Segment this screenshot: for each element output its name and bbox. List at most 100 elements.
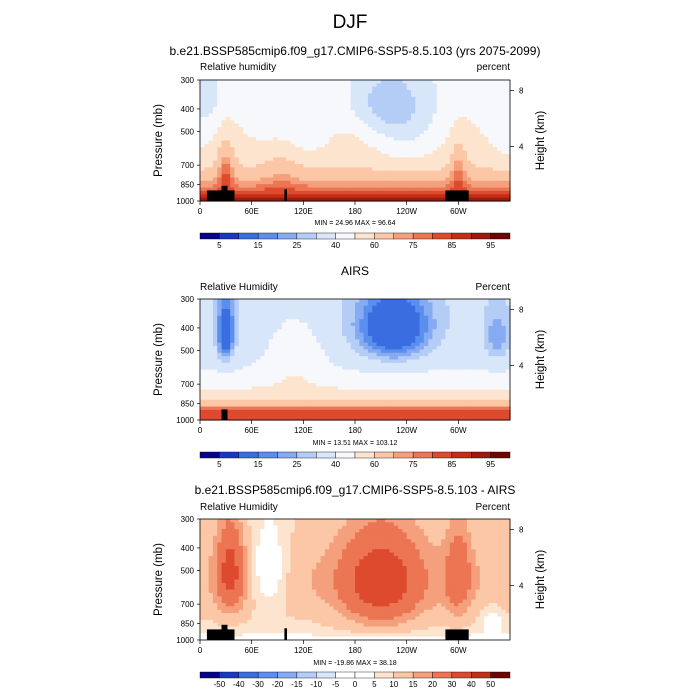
field-cell — [454, 93, 459, 98]
field-cell — [212, 339, 218, 344]
field-cell — [204, 137, 210, 142]
field-cell — [436, 197, 442, 202]
field-cell — [355, 349, 360, 354]
field-cell — [492, 389, 498, 394]
field-cell — [410, 120, 416, 125]
field-cell — [398, 83, 403, 88]
field-cell — [449, 123, 455, 128]
field-cell — [230, 383, 236, 387]
field-cell — [311, 147, 317, 152]
field-cell — [303, 86, 309, 91]
field-cell — [247, 372, 253, 377]
field-cell — [454, 110, 459, 115]
field-cell — [423, 376, 429, 381]
field-cell — [501, 157, 507, 162]
field-cell — [449, 127, 455, 132]
field-cell — [204, 80, 210, 84]
field-cell — [204, 332, 210, 337]
field-cell — [454, 396, 459, 401]
field-cell — [359, 160, 365, 165]
field-cell — [367, 322, 373, 327]
field-cell — [221, 383, 227, 387]
field-cell — [445, 80, 451, 84]
field-cell — [471, 160, 477, 165]
field-cell — [255, 116, 261, 121]
field-cell — [432, 150, 438, 155]
field-cell — [445, 137, 451, 142]
field-cell — [488, 346, 494, 351]
field-cell — [402, 389, 408, 394]
field-cell — [264, 123, 270, 128]
field-cell — [432, 116, 438, 121]
field-cell — [385, 133, 391, 138]
field-cell — [230, 86, 236, 91]
field-cell — [458, 325, 464, 330]
field-cell — [445, 369, 451, 374]
field-cell — [376, 379, 382, 384]
field-cell — [350, 174, 356, 179]
field-cell — [415, 319, 421, 324]
field-cell — [247, 110, 253, 115]
field-cell — [436, 103, 442, 108]
field-cell — [501, 335, 507, 340]
field-cell — [488, 116, 494, 121]
field-cell — [230, 359, 236, 364]
field-cell — [333, 322, 339, 327]
field-cell — [389, 150, 395, 155]
field-cell — [303, 127, 309, 132]
field-cell — [505, 106, 511, 111]
field-cell — [299, 305, 304, 310]
field-cell — [303, 312, 309, 317]
field-cell — [355, 170, 360, 175]
y-axis-title: Pressure (mb) — [153, 104, 165, 177]
field-cell — [260, 396, 266, 401]
field-cell — [432, 110, 438, 115]
field-cell — [402, 164, 408, 168]
field-cell — [410, 187, 416, 192]
field-cell — [389, 90, 395, 95]
field-cell — [286, 309, 292, 314]
field-cell — [445, 335, 451, 340]
field-cell — [294, 396, 300, 401]
field-cell — [350, 302, 356, 307]
field-cell — [462, 127, 468, 132]
field-cell — [389, 372, 395, 377]
field-cell — [445, 312, 451, 317]
field-cell — [273, 379, 279, 384]
field-cell — [299, 86, 304, 91]
field-cell — [350, 325, 356, 330]
field-cell — [449, 110, 455, 115]
field-cell — [277, 396, 283, 401]
field-cell — [307, 325, 313, 330]
field-cell — [458, 376, 464, 381]
field-cell — [342, 83, 347, 88]
field-cell — [454, 143, 459, 148]
field-cell — [372, 113, 378, 118]
field-cell — [428, 349, 434, 354]
field-cell — [225, 164, 231, 168]
field-cell — [372, 319, 378, 324]
field-cell — [281, 332, 287, 337]
field-cell — [264, 315, 270, 320]
field-cell — [432, 352, 438, 357]
field-cell — [380, 362, 386, 367]
field-cell — [398, 302, 403, 307]
field-cell — [243, 379, 248, 384]
field-cell — [484, 96, 490, 101]
field-cell — [410, 197, 416, 202]
field-cell — [350, 346, 356, 351]
field-cell — [471, 96, 477, 101]
field-cell — [501, 110, 507, 115]
field-cell — [337, 329, 343, 334]
field-cell — [505, 100, 511, 105]
field-cell — [290, 362, 296, 367]
field-cell — [466, 123, 472, 128]
field-cell — [423, 346, 429, 351]
field-cell — [264, 150, 270, 155]
field-cell — [238, 325, 244, 330]
field-cell — [376, 120, 382, 125]
field-cell — [264, 103, 270, 108]
field-cell — [415, 315, 421, 320]
field-cell — [260, 315, 266, 320]
field-cell — [423, 383, 429, 387]
